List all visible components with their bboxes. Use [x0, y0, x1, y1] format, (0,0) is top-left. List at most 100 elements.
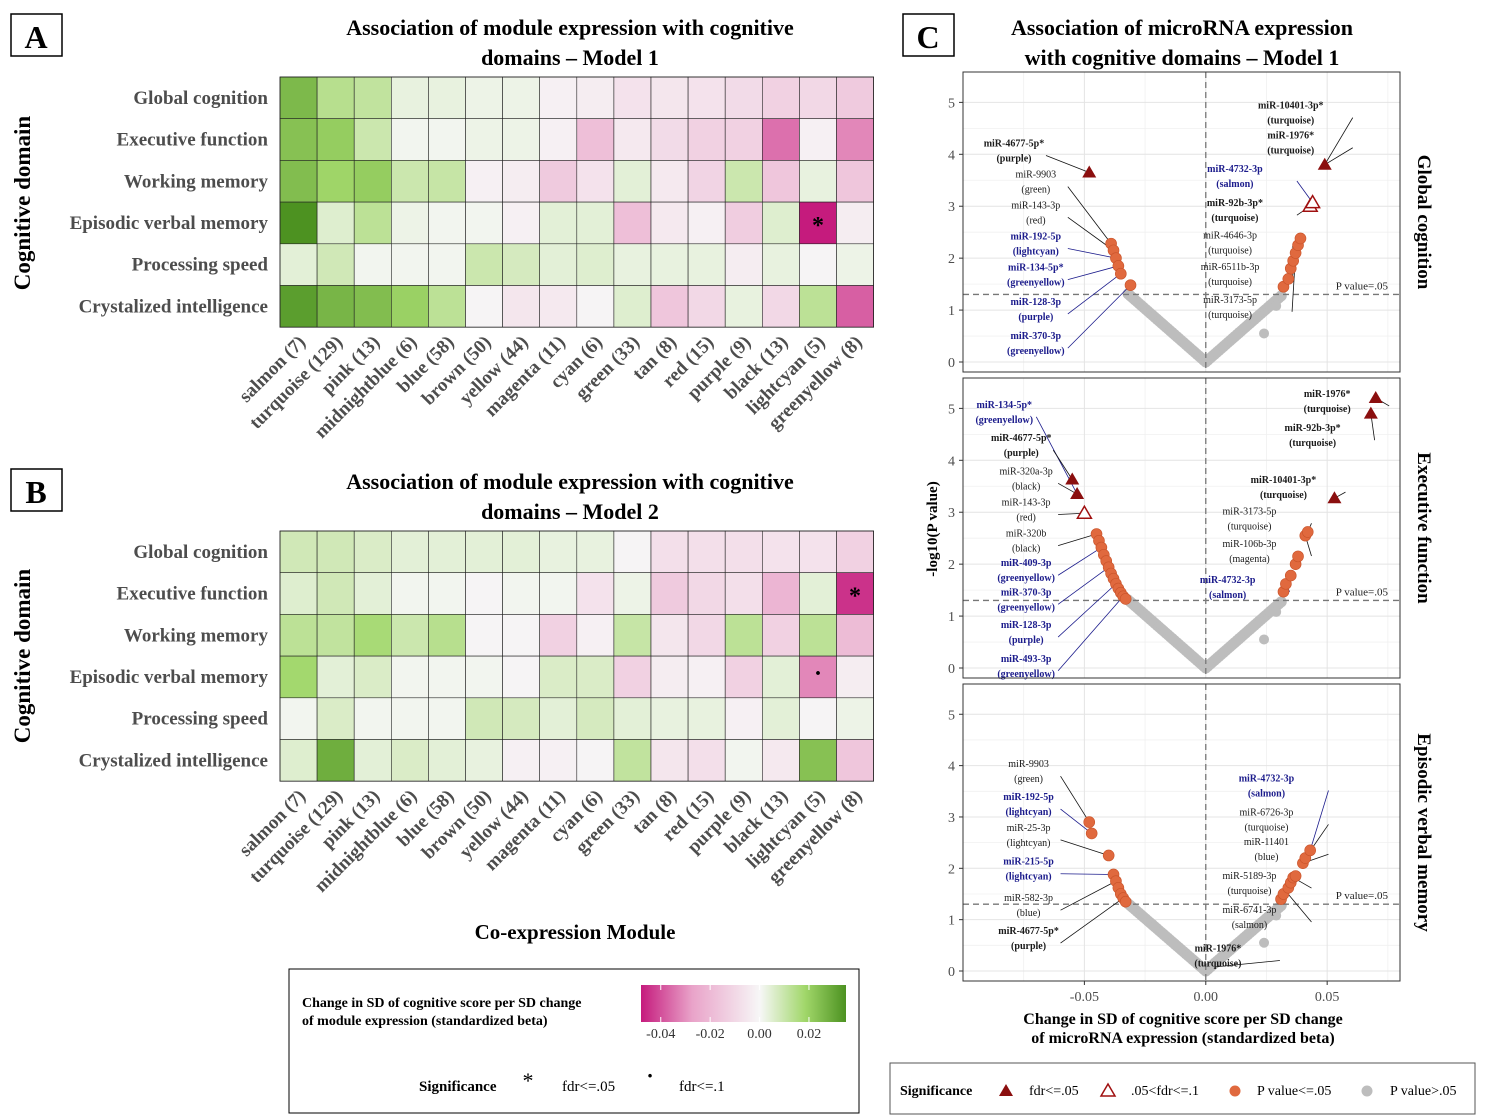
threshold-label: P value=.05: [1336, 890, 1389, 902]
heatmap-cell: [836, 76, 874, 120]
heatmap-cell: [576, 697, 615, 740]
heatmap-row-label: Executive function: [117, 584, 269, 605]
heatmap-cell: [502, 285, 541, 328]
fdr05-point: [1317, 157, 1332, 170]
heatmap-cell: [502, 76, 541, 120]
heatmap-cell: [576, 655, 615, 699]
heatmap-cell: [650, 572, 689, 615]
mirna-label-module: (turquoise): [1267, 116, 1314, 127]
heatmap-cell: [539, 614, 578, 657]
heatmap-cell: [613, 160, 652, 203]
heatmap-cell: [390, 697, 429, 740]
heatmap-cell: [650, 118, 689, 161]
mirna-label-module: (turquoise): [1260, 490, 1307, 501]
ns-point: [1275, 596, 1287, 608]
panel-a: A Association of module expression with …: [10, 13, 874, 443]
legend-fdr05-marker: [999, 1084, 1013, 1096]
heatmap-cell: [502, 614, 541, 657]
heatmap-cell: [650, 160, 689, 203]
legend-p05-marker: [1229, 1085, 1241, 1097]
mirna-label-module: (greenyellow): [997, 602, 1055, 613]
label-connector: [1067, 273, 1122, 315]
heatmap-cell: [761, 572, 800, 615]
p05-point: [1119, 593, 1132, 605]
heatmap-cell: [390, 243, 429, 286]
heatmap-cell: [799, 739, 837, 782]
y-tick-label: 4: [948, 454, 955, 469]
x-tick-label: 0.05: [1315, 990, 1340, 1005]
mirna-label-name: miR-92b-3p*: [1285, 423, 1341, 434]
heatmap-cell: [279, 285, 318, 328]
heatmap-cell: [390, 614, 429, 657]
heatmap-row-label: Working memory: [124, 171, 269, 192]
y-tick-label: 5: [948, 708, 955, 723]
label-connector: [1215, 960, 1280, 968]
mirna-label-module: (lightcyan): [1005, 872, 1051, 883]
fdr05-point: [1065, 472, 1080, 485]
y-tick-label: 2: [948, 558, 955, 573]
panel-c-letter: C: [916, 19, 939, 55]
heatmap-cell: [613, 201, 652, 245]
legend-ns-marker: [1361, 1085, 1373, 1097]
heatmap-cell: [613, 76, 652, 120]
heatmap-cell: [465, 160, 503, 203]
heatmap-cell: [428, 655, 466, 699]
volcano-xlabel-line1: Change in SD of cognitive score per SD c…: [1023, 1011, 1342, 1028]
panel-a-letter-box: [10, 13, 63, 57]
mirna-label-module: (lightcyan): [1005, 807, 1051, 818]
fdr05-point: [1082, 165, 1097, 178]
facet-frame: [962, 377, 1401, 679]
heatmap-cell: [539, 160, 578, 203]
heatmap-cell: [316, 76, 355, 120]
mirna-label-name: miR-5189-3p: [1223, 871, 1277, 882]
label-connector: [1057, 547, 1102, 576]
heatmap-cell: [613, 572, 652, 615]
heatmap-cell: [465, 614, 503, 657]
p05-point: [1085, 827, 1098, 840]
heatmap-cell: [279, 739, 318, 782]
heatmap-cell: [576, 201, 615, 245]
mirna-label-name: miR-11401: [1244, 837, 1289, 848]
colorbar-ticks: -0.04 -0.02 0.00 0.02: [646, 985, 821, 1042]
heatmap-cell: [390, 530, 429, 574]
heatmap-xlabel: Co-expression Module: [475, 920, 676, 944]
heatmap-cell: [539, 285, 578, 328]
heatmap-cell: [687, 530, 726, 574]
colorbar: [641, 985, 846, 1022]
heatmap-cell: [687, 76, 726, 120]
label-connector: [1067, 248, 1117, 259]
mirna-label-name: miR-134-5p*: [1008, 263, 1064, 274]
facet-strip-label: Executive function: [1413, 452, 1434, 604]
mirna-label-name: miR-370-3p: [1011, 331, 1062, 342]
heatmap-cell: [836, 739, 874, 782]
heatmap-cell: [465, 285, 503, 328]
heatmap-cell: [316, 655, 355, 699]
y-tick-label: 4: [948, 148, 955, 163]
heatmap-cell: [353, 76, 392, 120]
heatmap-frame: [279, 76, 874, 328]
panel-b-title-line2: domains – Model 2: [481, 499, 659, 524]
p05-point: [1102, 849, 1115, 862]
heatmap-cell: [761, 739, 800, 782]
heatmap-cell: [353, 572, 392, 615]
x-tick-label: 0.00: [1194, 990, 1219, 1005]
mirna-label-name: miR-493-3p: [1001, 654, 1052, 665]
heatmap-cell: [428, 201, 466, 245]
significance-legend-title: Significance: [419, 1079, 497, 1095]
heatmap-cell: [502, 655, 541, 699]
mirna-label-name: miR-320b: [1006, 529, 1047, 540]
heatmap-cell: [650, 655, 689, 699]
p05-point: [1289, 870, 1302, 882]
p05-point: [1083, 816, 1096, 828]
mirna-label-name: miR-215-5p: [1003, 857, 1054, 868]
mirna-label-name: miR-4732-3p: [1207, 164, 1263, 175]
heatmap-cell: [836, 285, 874, 328]
heatmap-cell: [613, 285, 652, 328]
heatmap-cell: [836, 160, 874, 203]
significance-marker: *: [812, 213, 824, 239]
heatmap-cell: [576, 572, 615, 615]
mirna-label-name: miR-128-3p: [1001, 620, 1052, 631]
label-connector: [1324, 147, 1353, 166]
mirna-label-module: (magenta): [1229, 554, 1270, 565]
mirna-label-module: (purple): [1018, 312, 1053, 323]
